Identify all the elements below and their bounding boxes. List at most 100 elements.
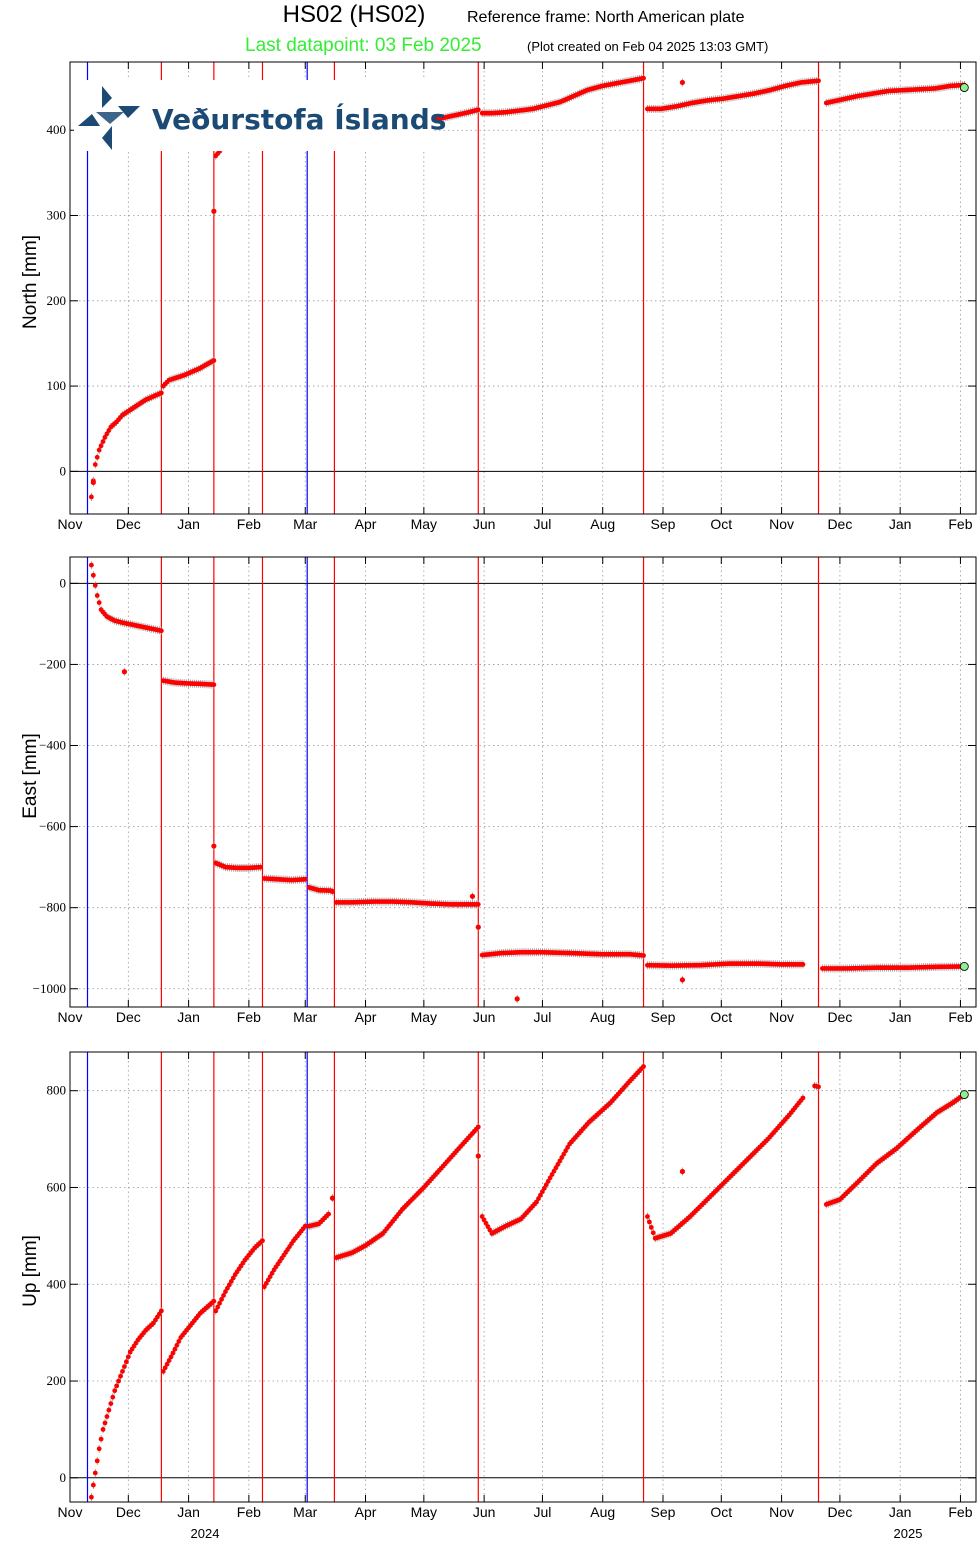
imo-logo-icon <box>78 86 140 150</box>
x-tick-label: Jan <box>177 1009 200 1025</box>
data-point <box>211 682 217 688</box>
data-point <box>258 864 263 870</box>
x-tick-label: May <box>411 516 437 532</box>
x-tick-label: Mar <box>293 1504 317 1520</box>
x-tick-label: Sep <box>651 516 676 532</box>
data-point <box>679 977 686 983</box>
data-point <box>92 582 98 588</box>
x-tick-label: Oct <box>710 1009 732 1025</box>
data-point <box>90 572 96 578</box>
data-point <box>650 1230 656 1236</box>
x-tick-label: Nov <box>769 516 794 532</box>
data-point <box>213 1308 219 1314</box>
x-tick-label: Aug <box>590 1504 615 1520</box>
year-label: 2024 <box>191 1526 220 1541</box>
x-tick-label: Jan <box>889 1009 912 1025</box>
x-tick-label: Oct <box>710 516 732 532</box>
x-tick-label: Dec <box>116 1504 141 1520</box>
x-tick-label: Dec <box>827 1009 852 1025</box>
data-point <box>329 1195 336 1201</box>
x-tick-label: Jul <box>533 1009 551 1025</box>
x-tick-label: Aug <box>590 1009 615 1025</box>
data-point <box>94 1458 100 1464</box>
x-tick-label: Nov <box>769 1504 794 1520</box>
y-tick-label: −600 <box>39 819 66 834</box>
data-point <box>326 1211 331 1217</box>
x-tick-label: Nov <box>769 1009 794 1025</box>
data-point <box>170 1350 176 1356</box>
x-tick-label: Jan <box>177 1504 200 1520</box>
data-point <box>217 1300 223 1306</box>
data-point <box>514 996 520 1002</box>
data-point <box>469 893 476 899</box>
last-datapoint-label: Last datapoint: 03 Feb 2025 <box>245 35 482 56</box>
data-point <box>221 1292 226 1298</box>
x-tick-label: Oct <box>710 1504 732 1520</box>
data-point <box>162 1365 168 1371</box>
data-point <box>679 1168 686 1175</box>
data-point <box>108 1401 114 1407</box>
x-tick-label: Feb <box>237 1504 261 1520</box>
data-point <box>646 1219 652 1225</box>
data-point <box>158 1308 164 1314</box>
station-title: HS02 (HS02) <box>283 1 426 28</box>
x-tick-label: Jun <box>473 516 496 532</box>
panel-east: Nov Dec Jan Feb Mar Apr May Jun Jul Aug Sep Oct Nov D… <box>20 556 977 1025</box>
year-label: 2025 <box>894 1526 923 1541</box>
data-point <box>100 439 106 444</box>
y-tick-label: 600 <box>47 1179 67 1194</box>
y-tick-label: 100 <box>47 378 67 393</box>
data-point <box>641 75 646 81</box>
data-point <box>475 1124 481 1130</box>
data-point <box>211 843 217 849</box>
y-tick-label: 400 <box>47 122 67 137</box>
data-point <box>104 1414 110 1419</box>
x-tick-label: Apr <box>355 1504 377 1520</box>
data-point <box>800 962 806 967</box>
data-point <box>160 1368 166 1374</box>
data-point <box>260 1238 265 1244</box>
data-point <box>164 1361 170 1367</box>
data-points <box>88 561 967 1003</box>
data-point <box>800 1095 806 1101</box>
data-point <box>122 1364 127 1369</box>
data-point <box>88 1494 94 1500</box>
y-axis-label: East [mm] <box>20 733 41 819</box>
reference-frame-label: Reference frame: North American plate <box>467 9 745 26</box>
y-tick-label: 0 <box>60 575 67 590</box>
x-tick-label: Dec <box>827 516 852 532</box>
y-tick-label: −200 <box>39 656 66 671</box>
data-point <box>168 1354 174 1360</box>
data-point <box>816 1084 821 1090</box>
x-tick-label: Sep <box>651 1009 676 1025</box>
data-point <box>106 1407 112 1413</box>
y-axis-label: North [mm] <box>20 235 41 329</box>
data-point <box>475 902 481 907</box>
y-tick-label: −400 <box>39 738 66 753</box>
plot-area <box>70 557 976 1007</box>
data-point <box>96 447 102 453</box>
x-tick-label: May <box>411 1504 437 1520</box>
x-tick-label: Feb <box>948 1504 972 1520</box>
x-tick-label: Jun <box>473 1009 496 1025</box>
x-tick-label: Aug <box>590 516 615 532</box>
data-point <box>215 1304 221 1310</box>
data-point <box>641 953 646 958</box>
data-point <box>94 454 100 460</box>
x-tick-label: Jul <box>533 1504 551 1520</box>
data-point <box>98 443 104 449</box>
data-point <box>329 888 336 895</box>
data-point <box>475 924 481 930</box>
data-point <box>648 1225 654 1230</box>
y-tick-label: −800 <box>39 900 66 915</box>
logo-text: Veðurstofa Íslands <box>152 102 446 136</box>
data-point <box>158 628 164 634</box>
x-tick-label: Mar <box>293 516 317 532</box>
data-point <box>92 1470 98 1476</box>
data-points <box>88 1062 967 1502</box>
plot-frame <box>69 61 977 515</box>
x-tick-label: Feb <box>948 1009 972 1025</box>
data-point <box>302 1223 308 1229</box>
x-tick-label: Dec <box>116 1009 141 1025</box>
data-point <box>166 1358 172 1363</box>
